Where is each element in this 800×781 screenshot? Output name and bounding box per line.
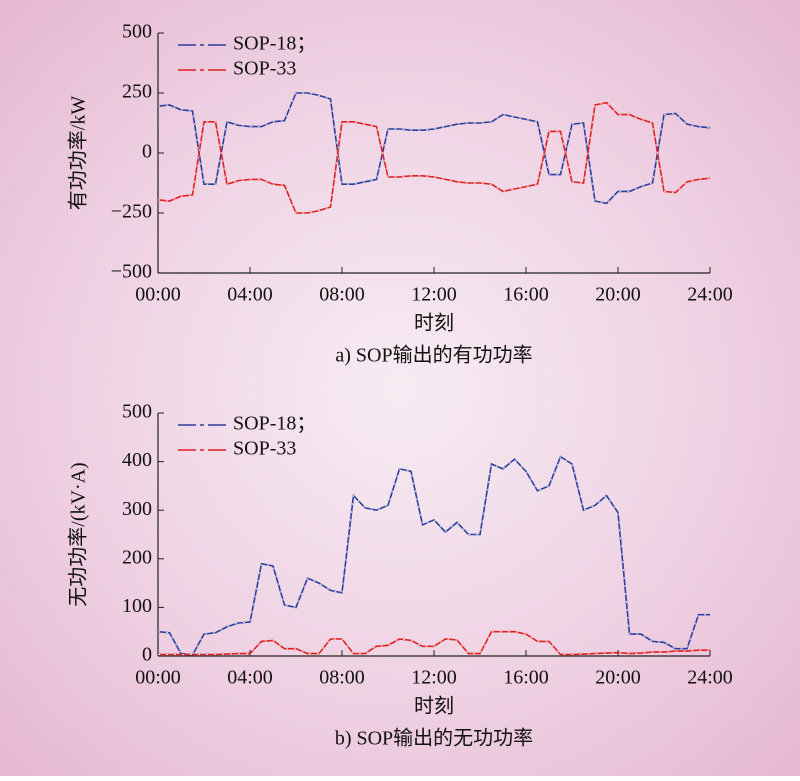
series-highlight [158,631,710,655]
x-tick-label: 04:00 [227,284,273,306]
y-tick-label: 0 [142,644,152,666]
x-tick-label: 16:00 [503,284,549,306]
series-highlight [157,92,711,204]
legend-label: SOP-18； [233,33,316,55]
series-highlight [157,102,711,214]
y-tick-label: 500 [122,401,152,423]
x-tick-label: 24:00 [687,284,733,306]
x-tick-label: 00:00 [135,284,181,306]
y-axis-label: 无功功率/(kV·A) [67,462,90,606]
y-tick-label: 200 [122,546,152,568]
y-tick-label: −250 [111,201,152,223]
series-line [157,92,711,205]
x-tick-label: 20:00 [595,284,641,306]
series-highlight [157,455,710,656]
x-tick-label: 12:00 [411,284,457,306]
legend-label: SOP-33 [233,58,296,80]
y-tick-label: 500 [122,21,152,43]
chart-caption: b) SOP输出的无功功率 [335,727,533,750]
y-tick-label: 400 [122,449,152,471]
x-tick-label: 08:00 [319,667,365,689]
y-axis-label: 有功功率/kW [67,96,90,211]
chart-caption: a) SOP输出的有功功率 [335,344,532,367]
y-tick-label: 100 [122,595,152,617]
x-tick-label: 08:00 [319,284,365,306]
y-tick-label: 0 [142,141,152,163]
x-tick-label: 12:00 [411,667,457,689]
series-line [157,455,710,656]
x-tick-label: 20:00 [595,667,641,689]
x-tick-label: 04:00 [227,667,273,689]
series-line [157,101,711,214]
x-tick-label: 16:00 [503,667,549,689]
legend-label: SOP-18； [233,413,316,435]
x-tick-label: 00:00 [135,667,181,689]
y-tick-label: −500 [111,261,152,283]
x-axis-label: 时刻 [414,695,454,718]
y-tick-label: 300 [122,498,152,520]
legend-label: SOP-33 [233,438,296,460]
x-axis-label: 时刻 [414,312,454,335]
y-tick-label: 250 [122,81,152,103]
x-tick-label: 24:00 [687,667,733,689]
